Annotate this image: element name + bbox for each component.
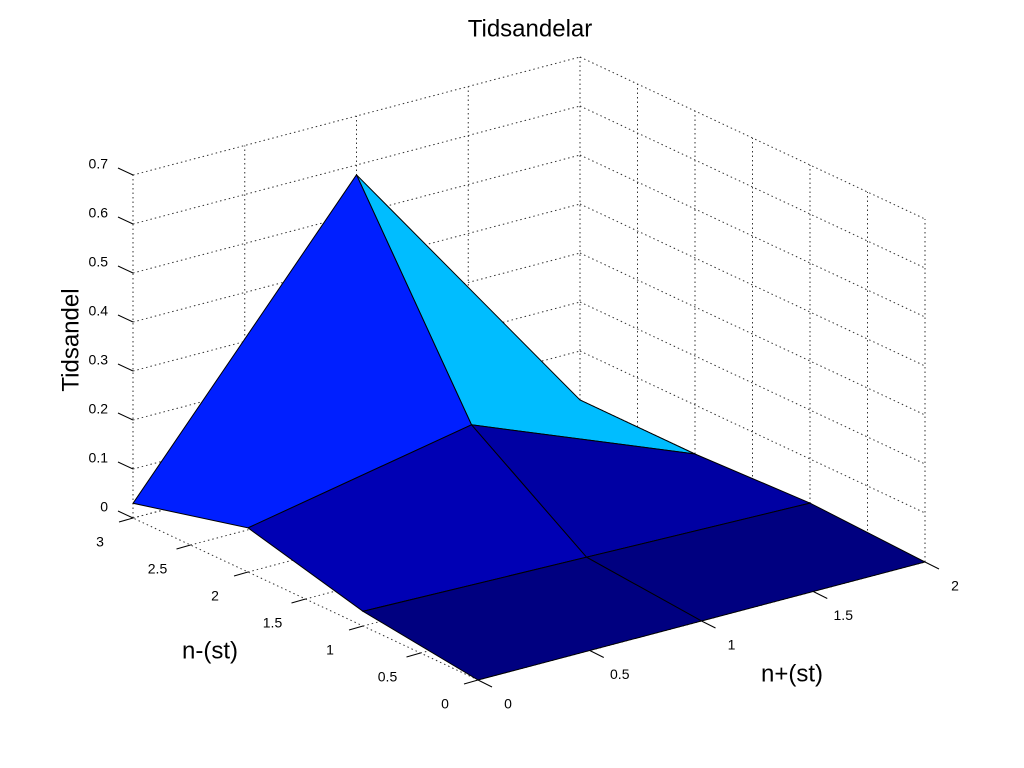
z-tick <box>117 216 134 225</box>
y-tick <box>348 625 364 631</box>
grid-line <box>579 105 926 269</box>
grid-line <box>132 252 581 372</box>
z-tick <box>117 167 134 176</box>
grid-line <box>579 252 926 416</box>
x-tick-label: 0.5 <box>610 666 630 682</box>
y-tick-label: 1.5 <box>263 615 283 631</box>
y-tick <box>406 652 421 658</box>
x-tick <box>813 591 828 599</box>
grid-line <box>579 56 926 220</box>
x-tick-label: 0 <box>504 696 512 712</box>
x-tick <box>477 679 493 688</box>
x-tick <box>589 650 604 658</box>
grid-line <box>132 105 581 225</box>
grid-line <box>579 203 926 367</box>
y-tick-label: 1 <box>326 642 334 658</box>
surface <box>132 173 927 681</box>
grid-line <box>132 154 581 274</box>
z-tick-label: 0 <box>100 499 108 515</box>
axes: 0 0.5 1 1.5 2 0 0.5 1 1.5 2 2.5 3 0 0.1 0.2 0.3 0.4 0.5 0.… <box>89 156 960 712</box>
chart-title: Tidsandelar <box>468 15 593 42</box>
y-tick <box>233 571 249 577</box>
z-tick-label: 0.1 <box>89 450 109 466</box>
y-tick-label: 2 <box>211 588 219 604</box>
z-tick <box>117 265 134 274</box>
y-tick <box>463 679 479 685</box>
x-tick-label: 1 <box>728 637 736 653</box>
z-tick <box>117 363 134 372</box>
x-tick-label: 2 <box>951 578 959 594</box>
y-axis-label: n-(st) <box>182 637 238 664</box>
y-tick <box>291 598 306 604</box>
grid-line <box>579 301 926 465</box>
z-tick-label: 0.5 <box>89 254 109 270</box>
x-tick <box>924 561 940 570</box>
z-tick-label: 0.2 <box>89 401 109 417</box>
y-tick-label: 0 <box>441 696 449 712</box>
z-tick-label: 0.4 <box>89 303 109 319</box>
x-axis-label: n+(st) <box>761 660 823 687</box>
z-axis-label: Tidsandel <box>57 288 84 391</box>
y-tick <box>176 544 191 550</box>
z-tick <box>117 412 134 421</box>
y-tick <box>118 517 134 523</box>
z-tick-label: 0.3 <box>89 352 109 368</box>
x-tick-label: 1.5 <box>834 607 854 623</box>
z-tick-label: 0.6 <box>89 205 109 221</box>
grid-line <box>132 203 581 323</box>
grid-line <box>132 56 581 176</box>
x-tick <box>701 620 716 629</box>
grid-line <box>579 154 926 318</box>
y-tick-label: 3 <box>96 534 104 550</box>
z-tick-label: 0.7 <box>89 156 109 172</box>
surface-face <box>361 556 703 681</box>
grid-line <box>579 350 926 514</box>
y-tick-label: 2.5 <box>148 561 168 577</box>
y-tick-label: 0.5 <box>378 669 398 685</box>
z-tick <box>117 510 134 519</box>
z-tick <box>117 314 134 323</box>
z-tick <box>117 461 134 470</box>
